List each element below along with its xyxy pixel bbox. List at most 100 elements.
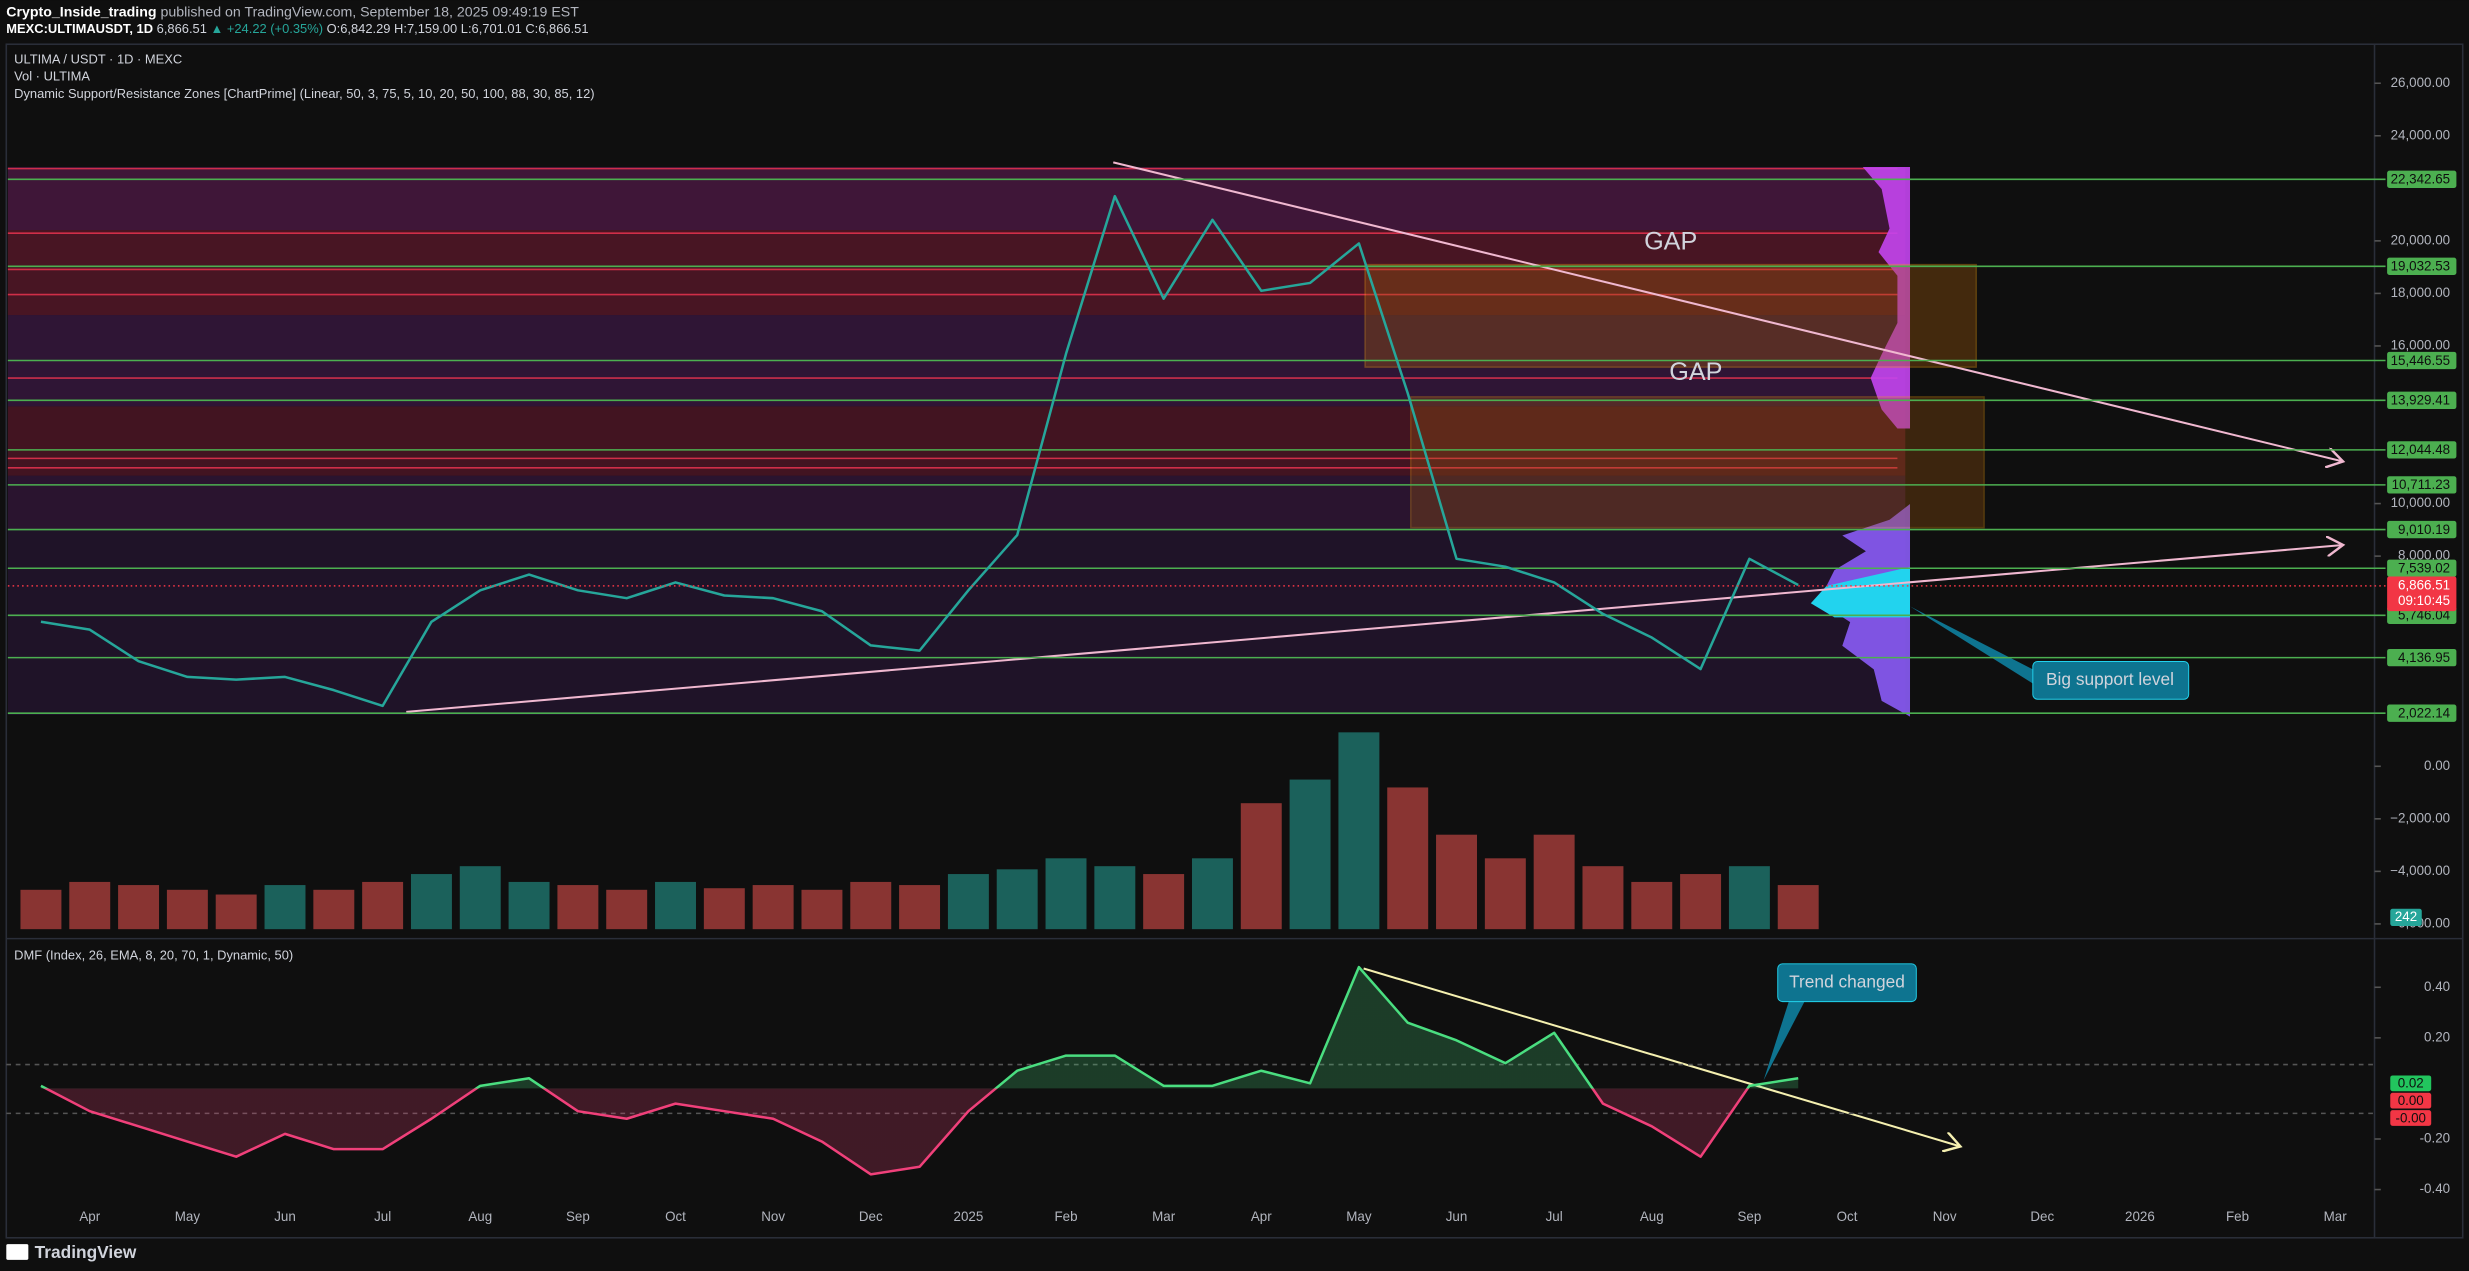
ohlc: O:6,842.29 H:7,159.00 L:6,701.01 C:6,866… — [327, 21, 589, 36]
volume-bar — [557, 885, 599, 930]
x-tick-label: Oct — [1837, 1209, 1858, 1224]
volume-bar — [264, 885, 306, 930]
volume-bar — [313, 889, 355, 930]
volume-bar — [508, 881, 550, 930]
volume-bar — [1680, 874, 1722, 930]
volume-last-label: 242 — [2395, 909, 2417, 924]
x-tick-label: May — [175, 1209, 201, 1224]
level-label-bg — [2387, 351, 2457, 370]
legend-line: Vol · ULTIMA — [14, 69, 90, 84]
dmf-title: DMF (Index, 26, EMA, 8, 20, 70, 1, Dynam… — [14, 947, 293, 962]
y-tick-label: −2,000.00 — [2390, 810, 2450, 825]
brand: TradingView — [35, 1242, 137, 1262]
gap-label: GAP — [1669, 358, 1722, 386]
price-title: ULTIMA / USDT · 1D · MEXC — [14, 51, 182, 66]
volume-last-bg — [2390, 908, 2422, 927]
volume-bar — [655, 881, 696, 930]
volume-bar — [1631, 881, 1673, 930]
x-tick-label: Feb — [2226, 1209, 2249, 1224]
callout-text: Trend changed — [1789, 971, 1905, 991]
x-tick-label: Aug — [468, 1209, 492, 1224]
dmf-last-label: 0.02 — [2398, 1076, 2424, 1091]
y-tick-label: 16,000.00 — [2391, 337, 2451, 352]
callout-box — [1777, 963, 1917, 1003]
zone — [7, 406, 1906, 476]
volume-bar — [410, 874, 452, 930]
volume-bar — [1045, 858, 1087, 930]
x-tick-label: 2025 — [954, 1209, 984, 1224]
level-label-bg — [2387, 476, 2457, 494]
level-label: 4,136.95 — [2398, 650, 2450, 665]
level-label-bg — [2387, 441, 2457, 459]
volume-bar — [1289, 779, 1331, 930]
x-tick-label: 2026 — [2125, 1209, 2155, 1224]
dmf-last-label: 0.00 — [2398, 1093, 2424, 1108]
volume-profile — [1810, 167, 1911, 717]
x-tick-label: Sep — [1737, 1209, 1761, 1224]
volume-bar — [1240, 803, 1282, 930]
published: published on TradingView.com, September … — [160, 4, 579, 20]
x-tick-label: Jun — [274, 1209, 296, 1224]
profile-shape — [1862, 167, 1911, 429]
volume-bar — [850, 881, 892, 930]
y-tick-label: 26,000.00 — [2391, 75, 2451, 90]
trendline — [1363, 967, 1961, 1147]
trendline — [1113, 161, 2343, 461]
level-label: 7,539.02 — [2398, 561, 2450, 576]
level-label: 19,032.53 — [2391, 259, 2451, 274]
volume-bar — [362, 881, 404, 930]
header-line: Crypto_Inside_trading published on Tradi… — [6, 4, 579, 20]
x-tick-label: Jul — [1546, 1209, 1563, 1224]
profile-shape — [1810, 567, 1911, 618]
callout-box — [2032, 661, 2190, 700]
volume-bar — [1484, 858, 1526, 930]
y-tick-label: 24,000.00 — [2391, 127, 2451, 142]
x-tick-label: May — [1346, 1209, 1372, 1224]
y-tick-label: 18,000.00 — [2391, 285, 2451, 300]
level-label-bg — [2387, 170, 2457, 188]
countdown: 09:10:45 — [2398, 593, 2450, 608]
dmf-last-label: -0.00 — [2395, 1110, 2426, 1125]
x-tick-label: Dec — [2030, 1209, 2054, 1224]
zone — [7, 167, 1906, 231]
volume-bar — [69, 881, 111, 930]
zone — [7, 529, 1906, 716]
last-price-bg — [2387, 576, 2457, 612]
y-tick-label: 0.20 — [2424, 1029, 2450, 1044]
chart-frame — [5, 43, 2464, 1239]
level-label-bg — [2387, 559, 2457, 577]
volume-bar — [1436, 834, 1477, 930]
volume-bar — [752, 885, 794, 930]
volume-bar — [996, 869, 1038, 930]
volume-bar — [166, 889, 208, 930]
volume-bar — [1191, 858, 1233, 930]
volume-bar — [1777, 885, 1819, 930]
volume-bar — [801, 889, 843, 930]
volume-bar — [947, 874, 989, 930]
volume-bar — [459, 866, 501, 930]
level-label-bg — [2387, 391, 2457, 410]
callout-text: Big support level — [2046, 669, 2174, 689]
volume-bar — [1387, 787, 1429, 930]
dmf-area — [40, 967, 1799, 1175]
callout-pointer — [1910, 606, 2033, 684]
x-tick-label: Apr — [79, 1209, 100, 1224]
level-label-bg — [2387, 648, 2457, 667]
level-label: 9,010.19 — [2398, 522, 2450, 537]
y-tick-label: -0.20 — [2420, 1131, 2450, 1146]
level-label: 22,342.65 — [2391, 172, 2451, 187]
volume-bar — [118, 885, 160, 930]
y-tick-label: 8,000.00 — [2398, 548, 2450, 563]
change: ▲ +24.22 (+0.35%) — [210, 21, 323, 36]
x-tick-label: Jun — [1446, 1209, 1468, 1224]
last-price-label: 6,866.51 — [2398, 577, 2450, 592]
series-line — [40, 965, 1799, 1176]
volume-bar — [215, 894, 257, 930]
level-label: 2,022.14 — [2398, 705, 2451, 720]
zone — [7, 230, 1906, 316]
y-tick-label: 10,000.00 — [2391, 495, 2451, 510]
volume-bar — [1533, 834, 1575, 930]
level-label-bg — [2387, 704, 2457, 722]
